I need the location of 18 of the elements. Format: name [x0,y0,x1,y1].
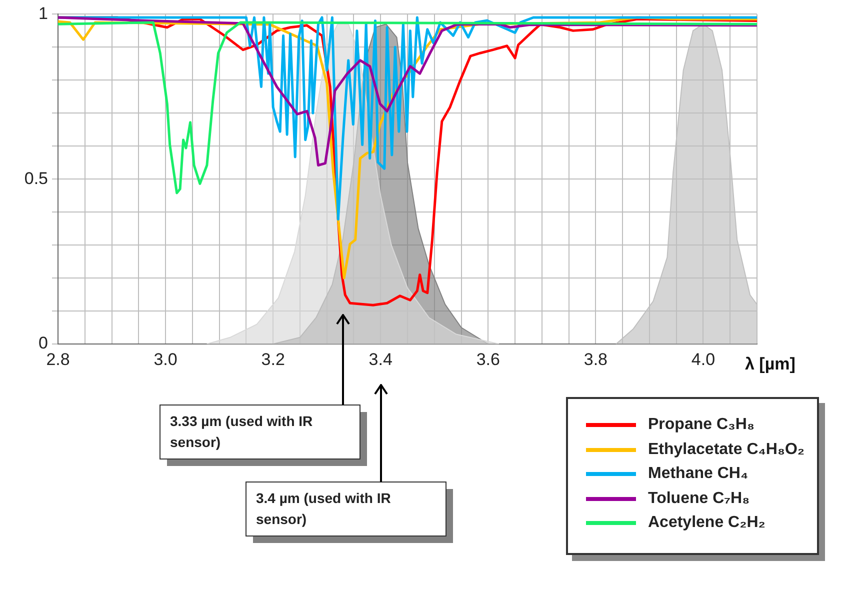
legend-label: Toluene C₇H₈ [648,490,750,508]
legend-label: Propane C₃H₈ [648,416,754,434]
x-tick-label: 3.0 [154,350,178,369]
x-tick-label: 3.2 [261,350,285,369]
x-tick-label: 3.8 [584,350,608,369]
legend-label: Methane CH₄ [648,465,748,484]
y-tick-label: 0.5 [24,168,48,188]
legend-label: Ethylacetate C₄H₈O₂ [648,440,804,459]
legend-label: Acetylene C₂H₂ [648,514,766,532]
x-axis-title: λ [µm] [745,354,796,374]
x-tick-label: 4.0 [691,350,716,369]
x-tick-label: 2.8 [46,350,70,369]
x-tick-label: 3.4 [368,350,392,369]
y-tick-label: 1 [38,4,48,23]
x-tick-label: 3.6 [476,350,500,369]
text: 3.33 µm (used with IR sensor) [170,412,313,450]
text: 3.4 µm (used with IR sensor) [256,490,391,527]
y-tick-label: 0 [38,334,48,353]
